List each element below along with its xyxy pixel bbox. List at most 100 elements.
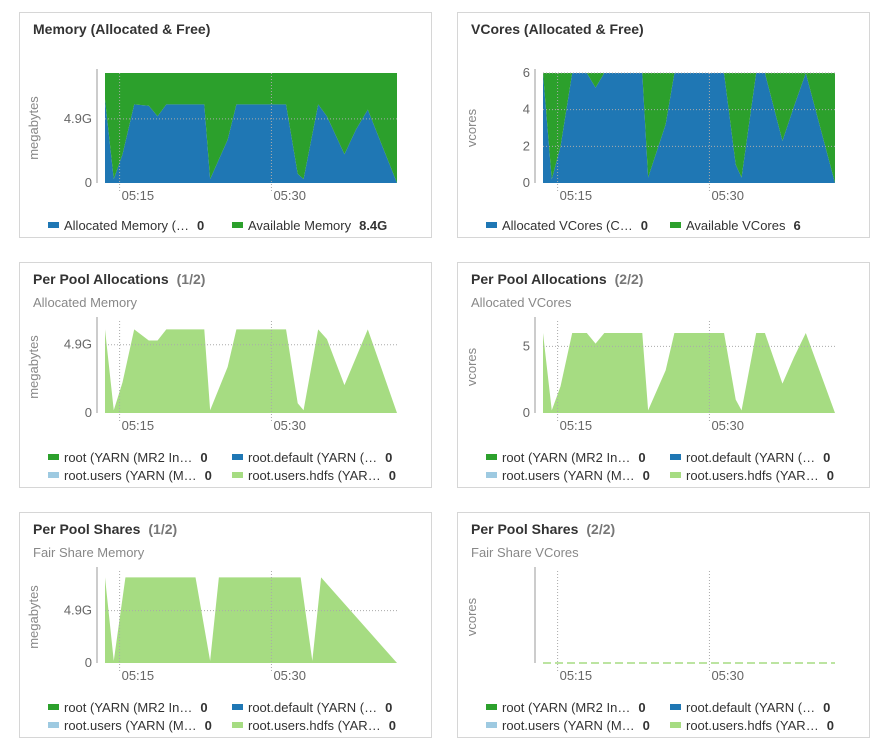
chart-legend: root (YARN (MR2 In… 0 root.default (YARN (… <box>48 448 416 484</box>
legend-label: root.users (YARN (M… <box>64 717 197 733</box>
legend-value: 0 <box>826 717 834 733</box>
legend-swatch <box>232 222 243 228</box>
y-tick-label: 4.9G <box>64 111 92 126</box>
chart-plot[interactable]: vcores 05:15 05:30 <box>458 513 871 739</box>
legend-value: 0 <box>204 717 212 733</box>
legend-item[interactable]: root.users (YARN (M… 0 <box>486 468 670 483</box>
legend-swatch <box>670 704 681 710</box>
legend-value: 0 <box>388 717 396 733</box>
chart-plot[interactable]: vcores 0 5 05:15 05:30 <box>458 263 871 489</box>
legend-item[interactable]: root.users (YARN (M… 0 <box>48 718 232 733</box>
legend-row: Allocated VCores (C… 0 Available VCores 6 <box>486 216 840 234</box>
chart-legend: root (YARN (MR2 In… 0 root.default (YARN (… <box>48 698 416 734</box>
legend-swatch <box>486 472 497 478</box>
legend-value: 0 <box>200 699 208 715</box>
legend-item[interactable]: root (YARN (MR2 In… 0 <box>486 450 670 465</box>
series-area[interactable] <box>105 73 397 183</box>
chart-panel: Per Pool Shares (2/2) Fair Share VCores vco… <box>457 512 870 738</box>
legend-item[interactable]: root.default (YARN (… 0 <box>670 700 854 715</box>
legend-item[interactable]: root.default (YARN (… 0 <box>232 450 416 465</box>
y-axis-label: megabytes <box>26 335 41 399</box>
legend-label: root (YARN (MR2 In… <box>502 449 631 465</box>
chart-panel: VCores (Allocated & Free) vcores 0 2 4 6 05:15… <box>457 12 870 238</box>
legend-label: root.users.hdfs (YAR… <box>686 717 819 733</box>
x-tick-label: 05:30 <box>711 188 744 203</box>
y-tick-label: 4.9G <box>64 603 92 618</box>
chart-plot[interactable]: megabytes 0 4.9G 05:15 05:30 <box>20 513 433 739</box>
legend-value: 0 <box>823 699 831 715</box>
panel-title: Per Pool Shares (1/2) <box>33 521 177 537</box>
legend-item[interactable]: root.users.hdfs (YAR… 0 <box>670 718 854 733</box>
x-tick-label: 05:15 <box>122 668 155 683</box>
chart-plot[interactable]: megabytes 0 4.9G 05:15 05:30 <box>20 13 433 239</box>
series-area[interactable] <box>543 333 835 413</box>
legend-swatch <box>670 454 681 460</box>
legend-row: root.users (YARN (M… 0 root.users.hdfs (YA… <box>48 466 416 484</box>
y-tick-label: 6 <box>523 65 530 80</box>
legend-item[interactable]: root (YARN (MR2 In… 0 <box>486 700 670 715</box>
panel-title-text: Per Pool Allocations <box>471 271 607 287</box>
legend-label: root (YARN (MR2 In… <box>64 449 193 465</box>
y-tick-label: 5 <box>523 338 530 353</box>
panel-page-indicator[interactable]: (1/2) <box>176 271 206 287</box>
legend-item[interactable]: Allocated VCores (C… 0 <box>486 218 670 233</box>
y-axis-label: vcores <box>464 597 479 636</box>
chart-plot[interactable]: vcores 0 2 4 6 05:15 05:30 <box>458 13 871 239</box>
legend-label: Available Memory <box>248 217 352 233</box>
legend-value: 0 <box>385 699 393 715</box>
legend-value: 0 <box>638 449 646 465</box>
legend-value: 0 <box>826 467 834 483</box>
legend-item[interactable]: root.default (YARN (… 0 <box>232 700 416 715</box>
legend-item[interactable]: root.users.hdfs (YAR… 0 <box>232 468 416 483</box>
legend-item[interactable]: root.users.hdfs (YAR… 0 <box>232 718 416 733</box>
legend-item[interactable]: root.users (YARN (M… 0 <box>486 718 670 733</box>
legend-item[interactable]: root.users.hdfs (YAR… 0 <box>670 468 854 483</box>
series-area[interactable] <box>105 577 397 663</box>
panel-page-indicator[interactable]: (2/2) <box>586 521 616 537</box>
legend-swatch <box>232 472 243 478</box>
legend-value: 0 <box>204 467 212 483</box>
panel-subtitle: Fair Share Memory <box>33 545 145 560</box>
legend-value: 0 <box>196 217 205 233</box>
legend-label: root.users.hdfs (YAR… <box>248 717 381 733</box>
legend-label: Allocated VCores (C… <box>502 217 633 233</box>
y-axis-label: megabytes <box>26 96 41 160</box>
chart-plot[interactable]: megabytes 0 4.9G 05:15 05:30 <box>20 263 433 489</box>
y-tick-label: 4 <box>523 102 530 117</box>
legend-item[interactable]: Available Memory 8.4G <box>232 218 402 233</box>
legend-row: Allocated Memory (… 0 Available Memory 8.4G <box>48 216 402 234</box>
panel-title-text: VCores (Allocated & Free) <box>471 21 644 37</box>
chart-legend: root (YARN (MR2 In… 0 root.default (YARN (… <box>486 448 854 484</box>
legend-label: root.users (YARN (M… <box>64 467 197 483</box>
y-axis-label: vcores <box>464 347 479 386</box>
y-axis-label: vcores <box>464 108 479 147</box>
legend-value: 0 <box>638 699 646 715</box>
legend-item[interactable]: root (YARN (MR2 In… 0 <box>48 450 232 465</box>
legend-label: root.default (YARN (… <box>248 699 378 715</box>
legend-label: root.users (YARN (M… <box>502 467 635 483</box>
legend-swatch <box>486 704 497 710</box>
legend-item[interactable]: Allocated Memory (… 0 <box>48 218 232 233</box>
y-tick-label: 4.9G <box>64 337 92 352</box>
series-area[interactable] <box>543 73 835 183</box>
legend-swatch <box>486 222 497 228</box>
x-tick-label: 05:30 <box>711 418 744 433</box>
legend-label: root (YARN (MR2 In… <box>502 699 631 715</box>
series-area[interactable] <box>105 329 397 413</box>
x-tick-label: 05:30 <box>273 418 306 433</box>
legend-item[interactable]: Available VCores 6 <box>670 218 840 233</box>
legend-row: root.users (YARN (M… 0 root.users.hdfs (YA… <box>486 716 854 734</box>
legend-swatch <box>48 222 59 228</box>
panel-page-indicator[interactable]: (1/2) <box>148 521 178 537</box>
legend-item[interactable]: root (YARN (MR2 In… 0 <box>48 700 232 715</box>
legend-item[interactable]: root.default (YARN (… 0 <box>670 450 854 465</box>
series-area[interactable] <box>105 99 397 183</box>
panel-subtitle: Allocated VCores <box>471 295 572 310</box>
panel-subtitle: Fair Share VCores <box>471 545 579 560</box>
legend-swatch <box>48 454 59 460</box>
panel-page-indicator[interactable]: (2/2) <box>614 271 644 287</box>
panel-title: Per Pool Allocations (1/2) <box>33 271 205 287</box>
legend-item[interactable]: root.users (YARN (M… 0 <box>48 468 232 483</box>
legend-swatch <box>232 722 243 728</box>
legend-label: root.users.hdfs (YAR… <box>686 467 819 483</box>
